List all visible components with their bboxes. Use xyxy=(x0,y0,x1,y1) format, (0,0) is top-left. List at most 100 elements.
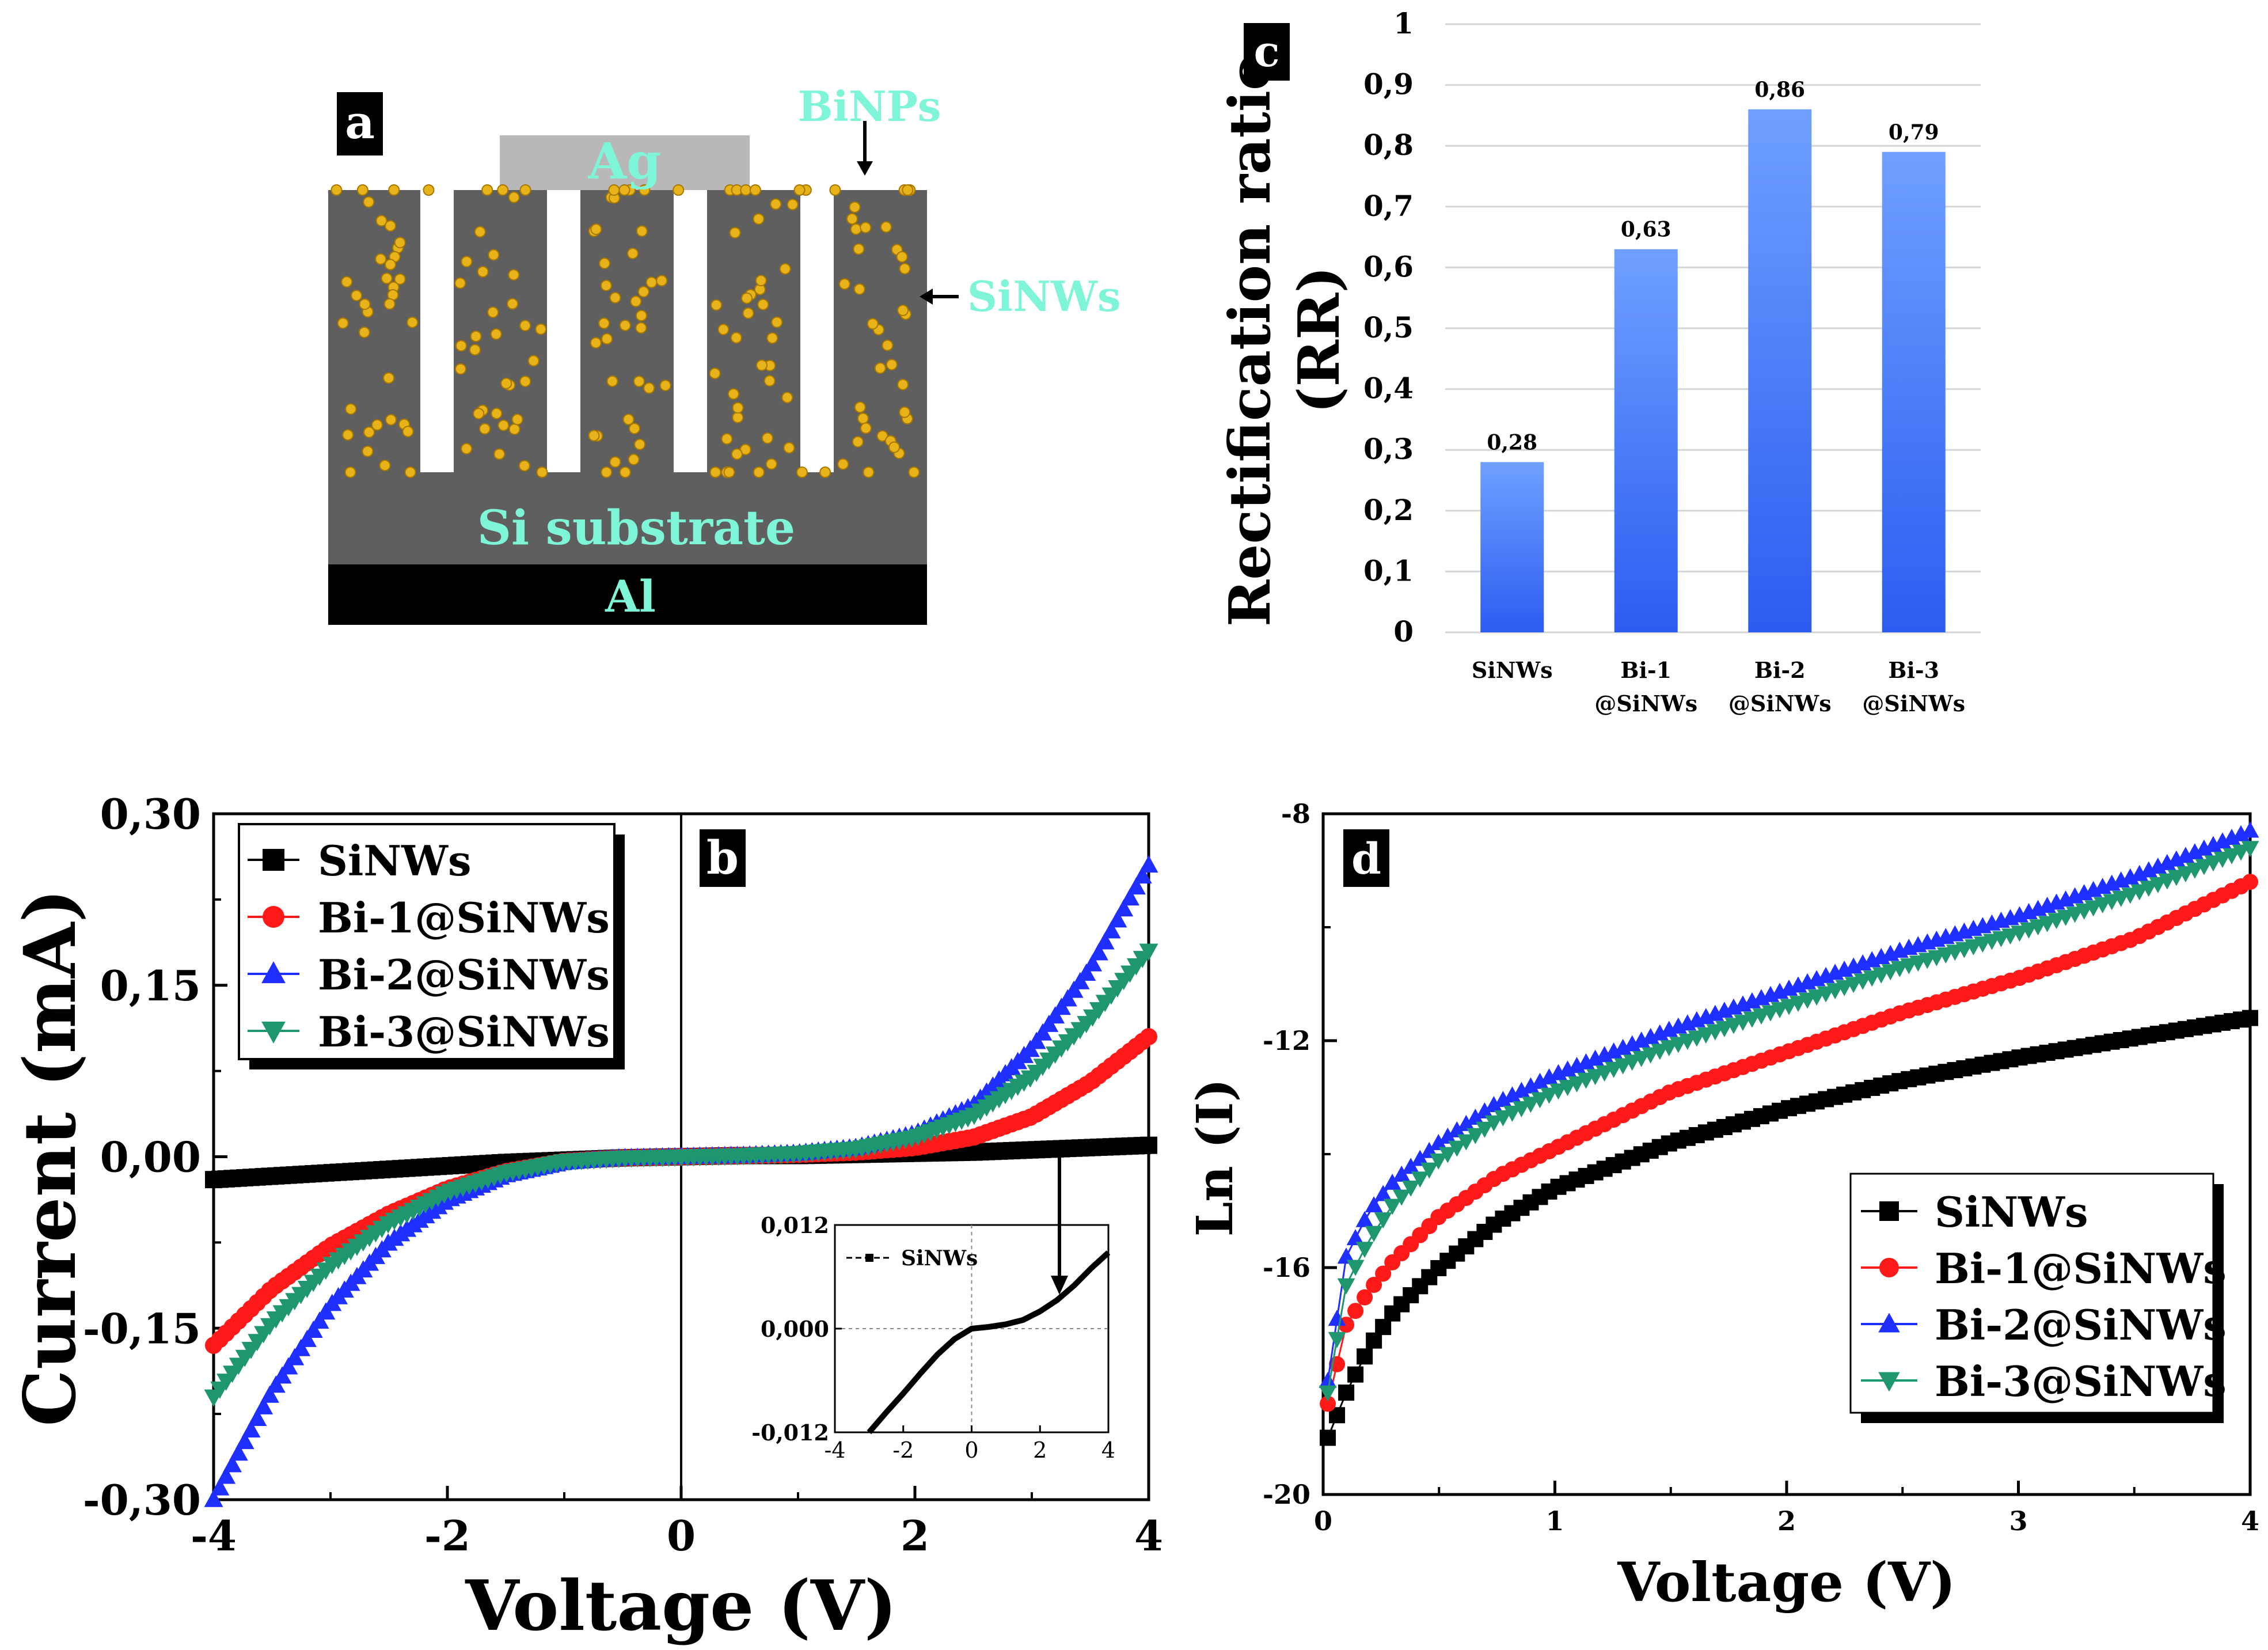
data-point xyxy=(261,1021,286,1044)
bi-nanoparticle xyxy=(629,423,640,435)
bi-nanoparticle xyxy=(455,340,467,352)
c-category-label: Bi-2 xyxy=(1754,657,1806,683)
data-point xyxy=(263,849,284,871)
bi-nanoparticle xyxy=(636,225,648,237)
bi-nanoparticle xyxy=(344,466,356,478)
c-bar xyxy=(1480,462,1544,632)
data-point xyxy=(1346,1229,1365,1246)
data-point xyxy=(248,1408,267,1426)
data-point xyxy=(2140,881,2158,897)
al-contact-layer xyxy=(328,564,927,625)
bi-nanoparticle xyxy=(636,310,647,321)
bi-nanoparticle xyxy=(375,253,387,265)
bi-nanoparticle xyxy=(630,295,642,308)
data-point xyxy=(291,1338,311,1356)
panel-tag-c xyxy=(1244,23,1290,81)
data-point xyxy=(1614,1058,1632,1075)
c-category-label-line2: @SiNWs xyxy=(1594,691,1697,716)
c-category-labels: SiNWs Bi-1 @SiNWs Bi-2 @SiNWs Bi-3 @SiNWs xyxy=(1472,657,1965,716)
data-point xyxy=(1568,1076,1586,1093)
bi-nanoparticle xyxy=(853,243,865,255)
data-point xyxy=(303,1320,323,1338)
data-point xyxy=(2204,855,2223,872)
data-point xyxy=(279,1357,298,1375)
data-point xyxy=(1623,1055,1642,1071)
bi-nanoparticle xyxy=(645,276,658,289)
bi-nanoparticle xyxy=(857,412,869,424)
data-point xyxy=(297,1329,317,1347)
bi-nanoparticle xyxy=(351,290,363,302)
bi-nanoparticle xyxy=(356,184,368,196)
data-point xyxy=(1878,1313,1900,1333)
bi-nanoparticle xyxy=(383,298,396,310)
data-point xyxy=(1140,1136,1157,1154)
series-Bi-1@SiNWs xyxy=(1320,874,2258,1412)
bi-nanoparticle xyxy=(723,466,735,478)
b-legend-label: SiNWs xyxy=(318,836,472,885)
bi-nanoparticle xyxy=(362,445,374,457)
x-tick-label: 0 xyxy=(667,1511,696,1560)
binps-arrow-head xyxy=(857,161,873,176)
bi-nanoparticle xyxy=(394,273,406,285)
bi-nanoparticle xyxy=(899,406,911,418)
bi-nanoparticle xyxy=(359,298,371,310)
bi-nanoparticle xyxy=(717,324,730,336)
data-point xyxy=(1651,1044,1669,1060)
bi-nanoparticle xyxy=(742,307,754,319)
data-point xyxy=(1383,1198,1401,1215)
data-point xyxy=(241,1420,261,1438)
panel-d-lnI-chart: SiNWs Bi-1@SiNWs Bi-2@SiNWs Bi-3@SiNWs 0 1 2 3… xyxy=(1186,798,2259,1614)
bi-nanoparticle xyxy=(371,419,383,431)
c-y-axis-label-line2: (RR) xyxy=(1286,266,1353,414)
data-point xyxy=(1319,1371,1337,1388)
bi-nanoparticle xyxy=(518,460,530,472)
y-tick-label: 0,15 xyxy=(100,961,201,1010)
c-y-tick-label: 0,3 xyxy=(1363,432,1414,466)
c-bars xyxy=(1480,109,1946,633)
data-point xyxy=(1878,1372,1900,1392)
bi-nanoparticle xyxy=(497,419,510,431)
data-point xyxy=(1466,1128,1484,1144)
bi-nanoparticle xyxy=(888,441,901,453)
d-legend-label: Bi-1@SiNWs xyxy=(1935,1244,2227,1293)
data-point xyxy=(1357,1289,1373,1306)
bi-nanoparticle xyxy=(379,460,391,472)
data-point xyxy=(1540,1087,1558,1104)
bi-nanoparticle xyxy=(388,184,400,196)
panel-a-schematic: a Ag BiNPs SiNWs Si substrate Al xyxy=(328,82,1121,625)
d-tick-labels: 0 1 2 3 4 -20 -16 -12 -8 xyxy=(1263,798,2259,1537)
data-point xyxy=(1605,1061,1623,1078)
data-point xyxy=(1320,1429,1336,1446)
data-point xyxy=(1077,963,1096,981)
inset-x-tick-label: 2 xyxy=(1033,1437,1047,1463)
bi-nanoparticle xyxy=(375,215,388,227)
bi-nanoparticle xyxy=(882,339,894,351)
data-point xyxy=(1328,1310,1346,1326)
inset-y-tick-label: 0,012 xyxy=(761,1212,829,1238)
binps-label: BiNPs xyxy=(798,82,941,131)
series-Bi-3@SiNWs xyxy=(204,943,1158,1407)
data-point xyxy=(1642,1047,1660,1064)
data-point xyxy=(1448,1121,1466,1137)
bi-nanoparticle xyxy=(626,248,639,260)
bi-nanoparticle xyxy=(860,222,872,234)
data-point xyxy=(1320,1395,1336,1412)
bi-nanoparticle xyxy=(622,414,635,426)
c-y-tick-label: 0 xyxy=(1393,615,1414,648)
inset-legend-label: SiNWs xyxy=(901,1246,978,1270)
bi-nanoparticle xyxy=(508,191,520,203)
bi-nanoparticle xyxy=(729,227,741,239)
bi-nanoparticle xyxy=(619,466,631,478)
bi-nanoparticle xyxy=(762,432,773,444)
data-point xyxy=(1365,1226,1383,1242)
data-point xyxy=(2232,844,2250,861)
data-point xyxy=(2223,848,2241,864)
bi-nanoparticle xyxy=(874,362,886,374)
ag-label: Ag xyxy=(588,132,662,191)
c-category-label: Bi-3 xyxy=(1888,657,1939,683)
bi-nanoparticle xyxy=(763,375,776,387)
bi-nanoparticle xyxy=(897,378,909,390)
bi-nanoparticle xyxy=(770,198,782,210)
data-point xyxy=(1355,1211,1374,1227)
bi-nanoparticle xyxy=(508,423,521,435)
